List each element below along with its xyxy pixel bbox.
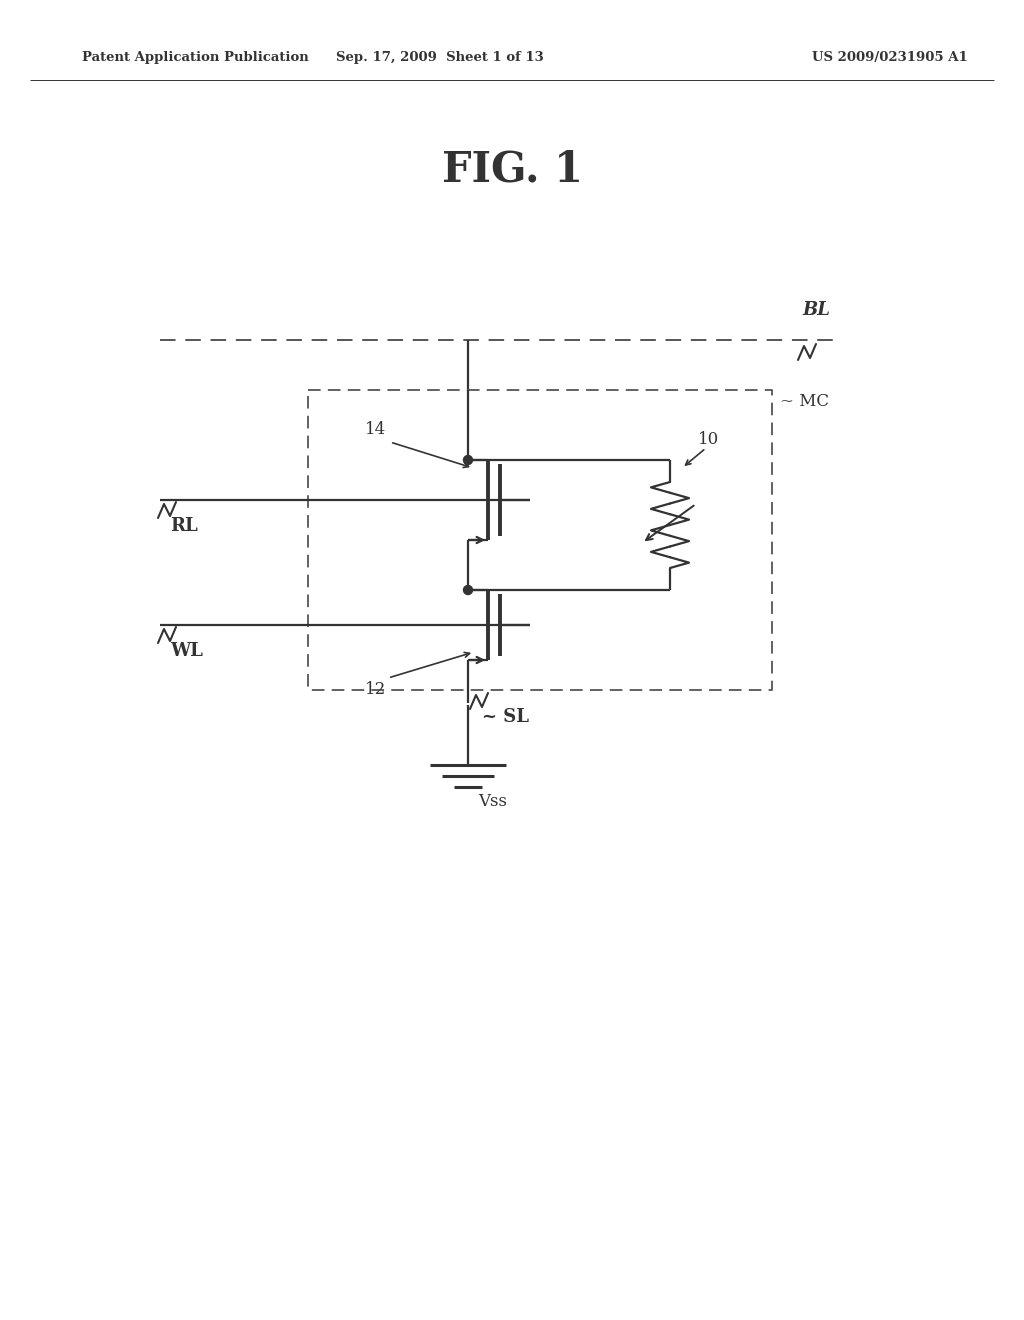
Text: WL: WL (170, 642, 203, 660)
Circle shape (464, 586, 472, 594)
Text: ~ SL: ~ SL (482, 708, 529, 726)
Text: ~ MC: ~ MC (780, 393, 829, 411)
Text: US 2009/0231905 A1: US 2009/0231905 A1 (812, 51, 968, 65)
Circle shape (464, 455, 472, 465)
Text: RL: RL (170, 517, 198, 535)
Text: Sep. 17, 2009  Sheet 1 of 13: Sep. 17, 2009 Sheet 1 of 13 (336, 51, 544, 65)
Text: Vss: Vss (478, 792, 507, 809)
Text: FIG. 1: FIG. 1 (441, 149, 583, 191)
Text: 10: 10 (698, 432, 719, 449)
Text: 14: 14 (366, 421, 387, 438)
Text: 12: 12 (366, 681, 387, 698)
Text: Patent Application Publication: Patent Application Publication (82, 51, 309, 65)
Text: BL: BL (802, 301, 829, 319)
